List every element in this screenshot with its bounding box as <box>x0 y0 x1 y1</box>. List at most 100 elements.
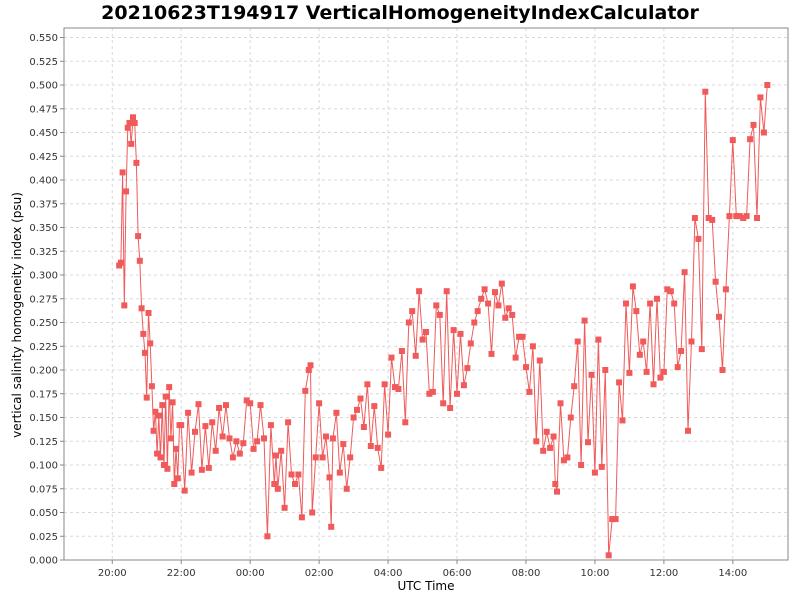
data-point <box>481 286 488 293</box>
data-point <box>595 336 602 343</box>
data-point <box>423 329 429 335</box>
data-point <box>457 330 464 337</box>
x-tick-label: 04:00 <box>374 568 403 579</box>
data-point <box>181 487 188 494</box>
data-point <box>498 280 505 287</box>
data-point <box>747 136 754 143</box>
data-point <box>678 348 685 354</box>
x-tick-label: 20:00 <box>98 568 127 579</box>
data-point <box>419 336 426 343</box>
data-point <box>166 384 173 391</box>
data-point <box>159 402 166 409</box>
data-point <box>298 514 305 521</box>
data-point <box>202 423 209 430</box>
data-point <box>543 428 550 435</box>
data-point <box>305 367 312 373</box>
y-tick-label: 0.425 <box>29 152 58 163</box>
data-point <box>581 317 588 324</box>
data-point <box>698 346 705 353</box>
data-point <box>323 433 329 440</box>
data-point <box>636 351 643 358</box>
data-point <box>681 269 688 276</box>
data-point <box>722 286 729 293</box>
x-tick-label: 10:00 <box>581 568 610 579</box>
y-tick-label: 0.100 <box>29 461 58 472</box>
data-point <box>267 422 274 429</box>
y-tick-label: 0.200 <box>29 366 58 377</box>
data-point <box>142 349 148 356</box>
data-point <box>671 300 678 307</box>
data-point <box>312 454 319 461</box>
data-point <box>295 471 302 478</box>
data-point <box>664 286 671 293</box>
y-tick-label: 0.250 <box>29 318 58 329</box>
data-point <box>712 278 719 285</box>
plot-area <box>63 27 789 561</box>
data-point <box>152 408 159 415</box>
y-tick-label: 0.400 <box>29 176 58 187</box>
data-point <box>128 140 135 147</box>
data-point <box>585 439 591 446</box>
y-axis-label: vertical salinity homogeneity index (psu… <box>10 192 24 438</box>
data-point <box>529 343 536 350</box>
data-point <box>736 213 743 220</box>
data-point <box>640 338 647 345</box>
data-point <box>533 438 540 445</box>
data-point <box>216 405 223 411</box>
data-point <box>536 357 543 364</box>
data-point <box>343 485 350 492</box>
data-point <box>395 386 402 392</box>
data-point <box>550 433 557 440</box>
data-point <box>138 305 145 312</box>
y-tick-label: 0.000 <box>29 556 58 567</box>
data-point <box>691 215 698 221</box>
y-tick-label: 0.075 <box>29 484 58 495</box>
data-point <box>557 400 564 407</box>
data-point <box>647 300 654 307</box>
data-point <box>124 124 131 131</box>
data-point <box>381 381 388 388</box>
data-point <box>612 516 619 523</box>
data-point <box>460 382 467 389</box>
data-point <box>560 457 567 464</box>
data-point <box>750 121 757 128</box>
data-point <box>574 338 581 345</box>
x-axis-label: UTC Time <box>398 579 455 593</box>
data-point <box>754 215 760 221</box>
data-point <box>447 405 454 411</box>
data-point <box>578 462 585 468</box>
data-point <box>760 129 767 136</box>
y-tick-label: 0.475 <box>29 104 58 115</box>
data-point <box>145 310 152 316</box>
data-point <box>654 295 660 302</box>
data-point <box>154 450 161 457</box>
data-point <box>709 216 716 223</box>
x-tick-label: 02:00 <box>305 568 334 579</box>
data-point <box>485 300 492 307</box>
y-tick-label: 0.450 <box>29 128 58 139</box>
data-point <box>274 485 281 492</box>
data-point <box>247 400 254 407</box>
data-point <box>131 120 138 126</box>
data-point <box>567 414 574 421</box>
data-point <box>126 120 133 126</box>
data-point <box>602 367 609 373</box>
data-point <box>633 308 640 315</box>
data-point <box>143 394 150 401</box>
data-point <box>350 414 357 421</box>
data-point <box>695 235 702 242</box>
data-point <box>309 509 316 516</box>
data-point <box>371 403 378 410</box>
data-point <box>223 402 229 409</box>
data-point <box>519 333 526 340</box>
y-tick-label: 0.150 <box>29 413 58 424</box>
y-tick-label: 0.550 <box>29 33 58 44</box>
data-point <box>292 481 298 487</box>
series-line <box>118 84 768 556</box>
data-point <box>440 400 447 407</box>
data-point <box>374 444 381 451</box>
data-point <box>588 371 595 378</box>
data-point <box>123 188 130 195</box>
y-tick-label: 0.275 <box>29 294 58 305</box>
x-tick-label: 06:00 <box>443 568 472 579</box>
